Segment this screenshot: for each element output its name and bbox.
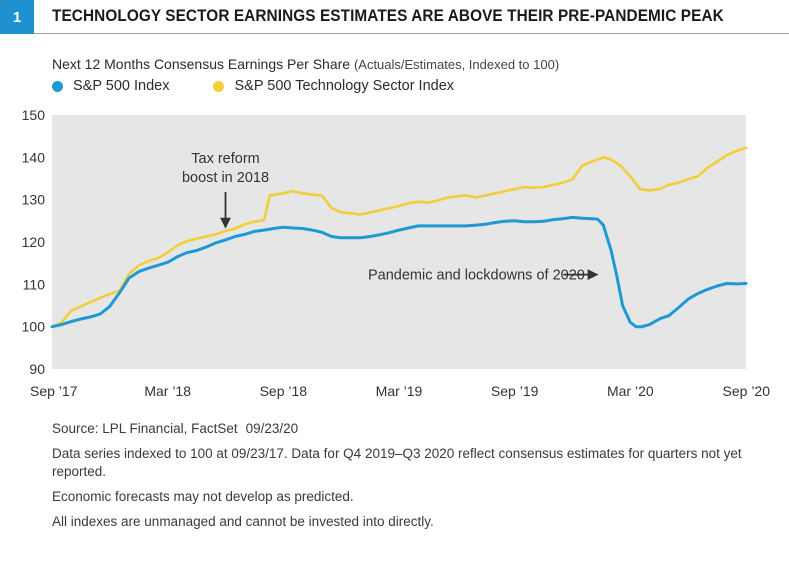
x-tick-label: Mar ’20	[607, 383, 654, 399]
figure-title: TECHNOLOGY SECTOR EARNINGS ESTIMATES ARE…	[52, 7, 724, 25]
y-tick-label: 140	[22, 149, 46, 165]
legend-item-sp500: S&P 500 Index	[52, 78, 169, 94]
annotation-tax-reform-line1: Tax reform	[191, 151, 260, 167]
chart-legend: S&P 500 Index S&P 500 Technology Sector …	[52, 78, 454, 94]
title-divider	[34, 33, 789, 34]
series-line-sp500	[50, 215, 748, 329]
x-tick-label: Sep ’18	[260, 383, 308, 399]
index-disclaimer: All indexes are unmanaged and cannot be …	[52, 514, 434, 529]
series-line-tech	[50, 146, 748, 328]
forecast-disclaimer: Economic forecasts may not develop as pr…	[52, 489, 354, 504]
y-tick-label: 90	[29, 361, 45, 377]
footnotes: Source: LPL Financial, FactSet 09/23/20 D…	[52, 420, 752, 538]
y-tick-label: 100	[22, 319, 46, 335]
y-tick-label: 130	[22, 192, 46, 208]
figure-number-badge: 1	[0, 0, 34, 34]
y-tick-label: 120	[22, 234, 46, 250]
legend-swatch-sp500	[52, 80, 63, 92]
indexing-note: Data series indexed to 100 at 09/23/17. …	[52, 446, 742, 479]
x-tick-label: Sep ’19	[491, 383, 539, 399]
line-chart: 90 100 110 120 130 140 150 Sep ’17 Mar ’18 Sep ’1…	[22, 107, 771, 399]
legend-item-tech: S&P 500 Technology Sector Index	[213, 78, 454, 94]
chart-title: Next 12 Months Consensus Earnings Per Sh…	[52, 56, 351, 72]
legend-label-sp500: S&P 500 Index	[73, 78, 170, 94]
figure-number: 1	[12, 8, 22, 26]
legend-label-tech: S&P 500 Technology Sector Index	[234, 78, 455, 94]
chart-title-note: (Actuals/Estimates, Indexed to 100)	[353, 57, 560, 72]
x-tick-label: Mar ’18	[144, 383, 191, 399]
annotation-tax-reform-line2: boost in 2018	[182, 170, 269, 186]
source-text: Source: LPL Financial, FactSet	[52, 421, 238, 436]
x-tick-label: Sep ’17	[30, 383, 78, 399]
source-note: Source: LPL Financial, FactSet 09/23/20	[52, 420, 752, 438]
plot-area	[52, 115, 746, 369]
chart-subtitle: Next 12 Months Consensus Earnings Per Sh…	[52, 56, 559, 72]
x-tick-label: Mar ’19	[376, 383, 423, 399]
y-tick-label: 150	[22, 107, 46, 123]
x-tick-label: Sep ’20	[723, 383, 771, 399]
source-date: 09/23/20	[245, 421, 299, 436]
legend-swatch-tech	[213, 80, 225, 92]
annotation-pandemic-text: Pandemic and lockdowns of 2020	[368, 268, 585, 284]
y-tick-label: 110	[23, 276, 46, 292]
